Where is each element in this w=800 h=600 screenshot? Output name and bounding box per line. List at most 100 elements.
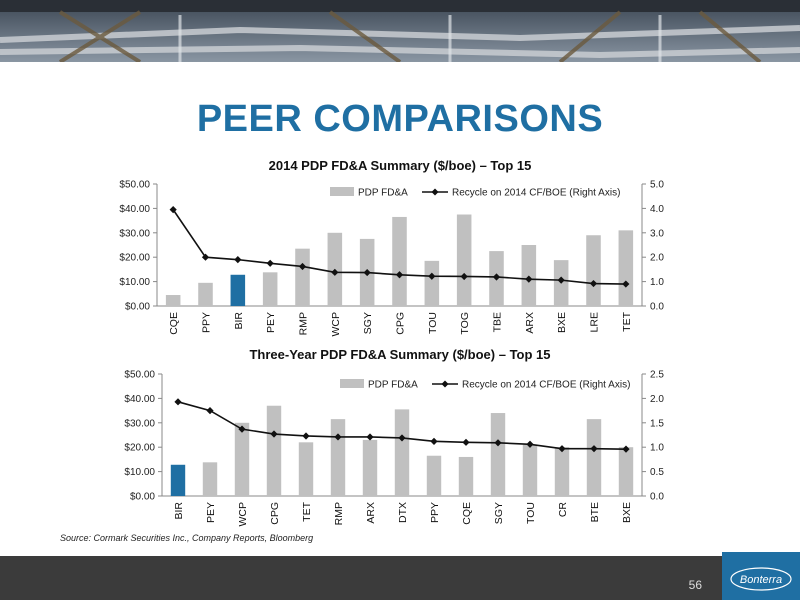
legend-bar-swatch [340, 379, 364, 388]
x-tick-label: PEY [205, 502, 217, 523]
legend-label: PDP FD&A [358, 188, 408, 199]
footer-bar: 56 Bonterra [0, 552, 800, 600]
bar [490, 413, 506, 496]
y-right-tick-label: 0.0 [650, 302, 664, 313]
y-left-tick-label: $30.00 [119, 228, 150, 239]
line-point [557, 276, 565, 284]
x-tick-label: DTX [397, 502, 409, 523]
y-right-tick-label: 1.0 [650, 277, 664, 288]
bar [392, 216, 407, 306]
line-point [492, 273, 501, 281]
y-right-tick-label: 2.0 [650, 253, 664, 264]
x-tick-label: TET [621, 311, 633, 331]
legend-bar-swatch [330, 187, 354, 196]
legend-line-marker [431, 188, 439, 196]
x-tick-label: PPY [429, 502, 441, 523]
chart-2014-pdp-fda: 2014 PDP FD&A Summary ($/boe) – Top 15 $0… [119, 158, 664, 337]
line-point [366, 433, 374, 441]
bar [202, 462, 218, 496]
x-tick-label: CR [557, 502, 569, 518]
header-banner-photo [0, 0, 800, 62]
legend-label: Recycle on 2014 CF/BOE (Right Axis) [462, 380, 630, 391]
x-tick-label: SGY [493, 502, 505, 524]
y-right-tick-label: 1.0 [650, 443, 664, 454]
chart-title: 2014 PDP FD&A Summary ($/boe) – Top 15 [269, 158, 532, 173]
bar [165, 295, 181, 306]
y-left-tick-label: $30.00 [124, 418, 155, 429]
y-right-tick-label: 2.0 [650, 394, 664, 405]
x-tick-label: BTE [589, 502, 601, 522]
bar [330, 419, 346, 496]
legend-line-marker [441, 380, 449, 388]
x-tick-label: WCP [330, 312, 342, 337]
bar [266, 405, 282, 496]
bar [522, 444, 538, 496]
source-note: Source: Cormark Securities Inc., Company… [60, 533, 314, 543]
x-tick-label: CQE [461, 502, 473, 525]
y-left-tick-label: $10.00 [124, 467, 155, 478]
line-point [298, 262, 307, 271]
x-tick-label: BIR [233, 312, 245, 330]
x-tick-label: WCP [237, 502, 249, 527]
x-tick-label: RMP [333, 502, 345, 525]
x-tick-label: PPY [201, 312, 213, 333]
x-tick-label: SGY [362, 312, 374, 334]
y-left-tick-label: $50.00 [124, 370, 155, 381]
x-tick-label: CPG [269, 502, 281, 525]
bar [198, 282, 213, 306]
line-point [331, 268, 339, 276]
line-point [395, 271, 404, 279]
line-point [174, 398, 182, 406]
line-point [169, 206, 177, 214]
chart-three-year-pdp-fda: Three-Year PDP FD&A Summary ($/boe) – To… [124, 347, 664, 527]
bar [362, 439, 378, 496]
y-right-tick-label: 0.5 [650, 467, 664, 478]
x-tick-label: CQE [168, 312, 180, 335]
x-tick-label: TOU [427, 312, 439, 334]
y-right-tick-label: 3.0 [650, 228, 664, 239]
x-tick-label: TOU [525, 502, 537, 524]
bar [618, 447, 634, 496]
bar [456, 214, 472, 306]
y-right-tick-label: 4.0 [650, 204, 664, 215]
line-point [558, 445, 566, 453]
x-tick-label: PEY [265, 312, 277, 333]
x-tick-label: BXE [556, 312, 568, 333]
line-point [589, 279, 598, 288]
y-left-tick-label: $0.00 [130, 492, 155, 503]
x-tick-label: BIR [173, 502, 185, 520]
line-point [234, 256, 242, 264]
company-logo: Bonterra [722, 552, 800, 600]
x-tick-label: TBE [492, 312, 504, 332]
y-right-tick-label: 0.0 [650, 492, 664, 503]
x-tick-label: ARX [524, 312, 536, 334]
bar [426, 455, 442, 496]
bar [586, 235, 601, 306]
svg-text:Bonterra: Bonterra [740, 574, 782, 586]
line-point [462, 438, 470, 446]
x-tick-label: TET [301, 501, 313, 521]
legend-label: PDP FD&A [368, 380, 418, 391]
y-left-tick-label: $40.00 [119, 204, 150, 215]
bar [554, 447, 570, 496]
x-tick-label: RMP [298, 312, 310, 335]
y-left-tick-label: $20.00 [119, 253, 150, 264]
line-point [206, 407, 214, 415]
bonterra-logo-icon: Bonterra [730, 567, 792, 591]
bar [295, 248, 310, 306]
y-right-tick-label: 5.0 [650, 180, 664, 191]
bar [521, 245, 537, 306]
y-left-tick-label: $10.00 [119, 277, 150, 288]
bar [230, 274, 246, 306]
y-right-tick-label: 1.5 [650, 418, 664, 429]
y-left-tick-label: $20.00 [124, 443, 155, 454]
bar [618, 230, 634, 306]
x-tick-label: CPG [395, 312, 407, 335]
x-tick-label: LRE [589, 312, 601, 332]
y-left-tick-label: $40.00 [124, 394, 155, 405]
x-tick-label: BXE [621, 502, 633, 523]
line-point [430, 437, 438, 445]
bar [234, 422, 250, 496]
industrial-pipes-image [0, 0, 800, 62]
y-left-tick-label: $50.00 [119, 180, 150, 191]
